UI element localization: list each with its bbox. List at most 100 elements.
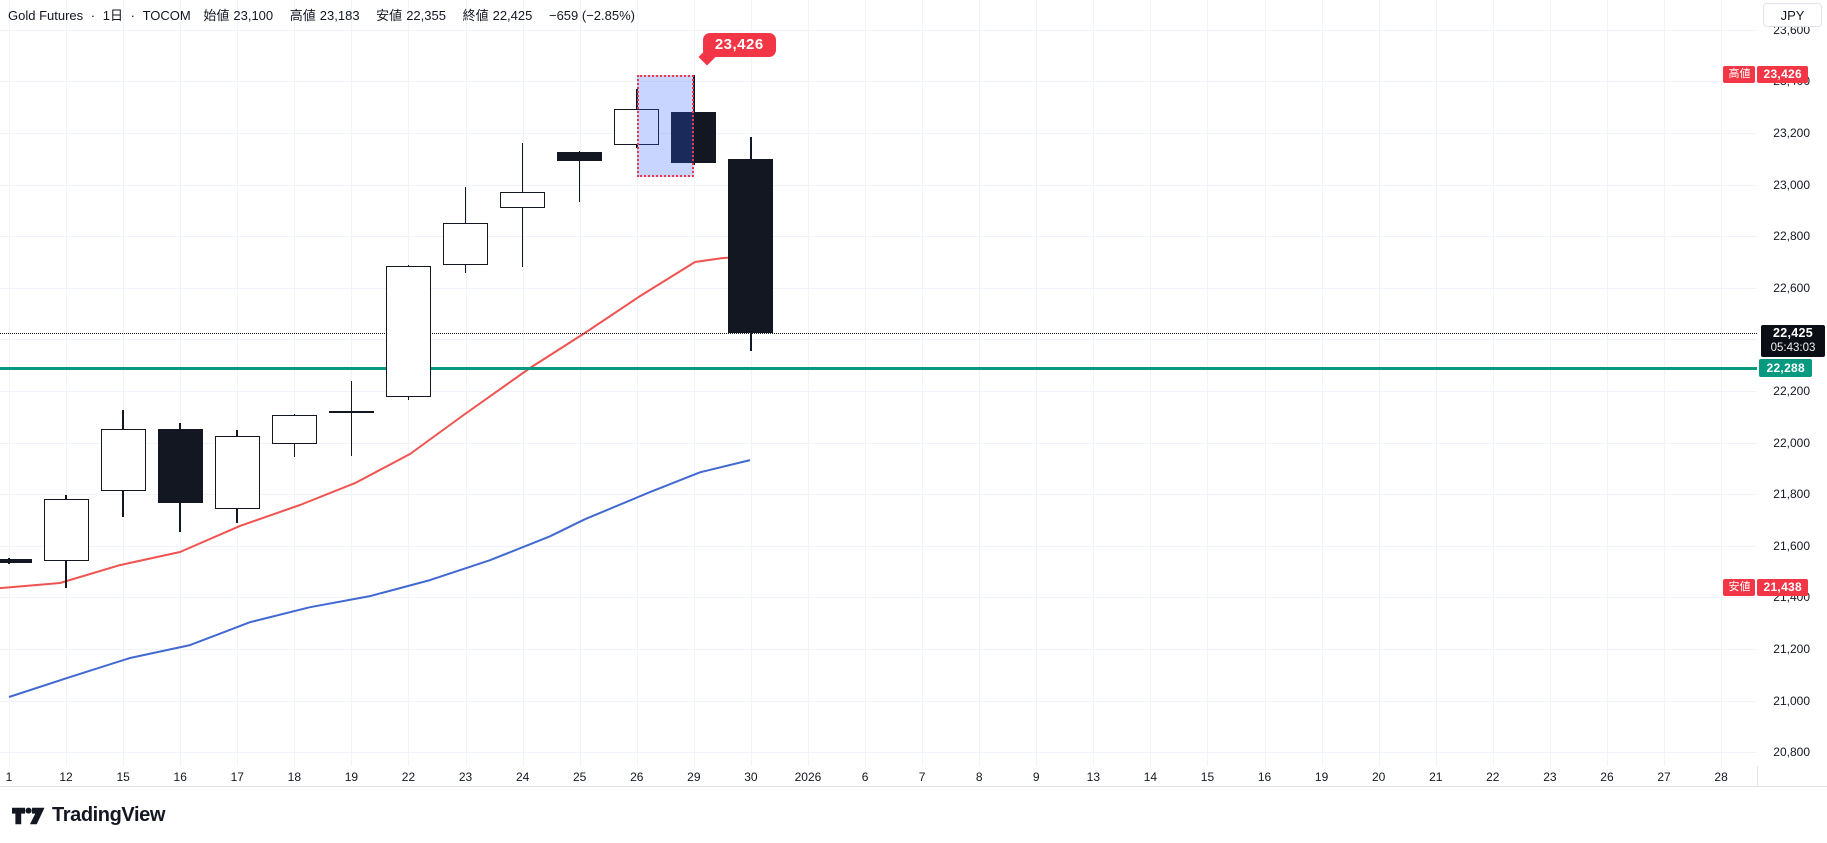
price-axis-tick: 21,200 [1773,642,1810,656]
time-axis-tick: 14 [1143,770,1158,784]
symbol-title[interactable]: Gold Futures [8,8,84,23]
candle-body [557,152,603,161]
time-axis-tick: 19 [1314,770,1329,784]
candle-body [328,411,374,414]
horizontal-gridline [0,339,1757,341]
price-axis-tick: 21,800 [1773,487,1810,502]
time-axis-tick: 18 [287,770,302,784]
price-axis[interactable]: 23,60023,40023,20023,00022,80022,60022,2… [1757,0,1827,766]
vertical-gridline [522,0,524,766]
period-high-chip-value: 23,426 [1757,66,1808,84]
horizontal-gridline [0,649,1757,650]
period-low-chip: 安値 21,438 [1723,579,1808,597]
vertical-gridline [180,0,182,766]
time-axis-tick: 9 [1032,770,1040,784]
ohlc-close: 終値 22,425 [462,8,533,23]
change-value: −659 (−2.85%) [548,8,635,23]
vertical-gridline [237,0,239,766]
vertical-gridline [636,0,638,766]
candle-body [0,559,32,564]
separator-dot: · [90,8,96,23]
candle-body [671,112,717,163]
vertical-gridline [1378,0,1380,766]
horizontal-gridline [0,133,1757,134]
exchange-label: TOCOM [142,8,191,23]
currency-unit-button[interactable]: JPY [1763,3,1822,27]
ohlc-high: 高値 23,183 [289,8,360,23]
interval-label[interactable]: 1日 [102,8,123,23]
candle-body [214,435,260,509]
tradingview-logo-icon [12,807,45,824]
last-price-dotted-line [0,332,1757,334]
candle-body [728,158,774,333]
time-axis-tick: 23 [458,770,473,784]
tradingview-logo[interactable]: TradingView [12,804,165,827]
time-axis-tick: 27 [1657,770,1671,784]
support-level-label: 22,288 [1759,359,1812,378]
vertical-gridline [979,0,981,766]
horizontal-gridline [0,700,1757,702]
ma-slow-line[interactable] [8,459,751,698]
time-axis-tick: 19 [344,770,359,784]
time-axis-tick: 21 [1429,770,1443,784]
horizontal-gridline [0,442,1757,444]
candle-wick [578,151,581,202]
vertical-gridline [922,0,924,766]
bar-countdown: 05:43:03 [1770,341,1816,354]
ma-fast-line[interactable] [0,255,753,590]
time-axis-tick: 15 [116,770,130,784]
vertical-gridline [1606,0,1608,766]
vertical-gridline [294,0,296,766]
time-axis-tick: 29 [687,770,701,784]
vertical-gridline [1321,0,1323,766]
time-axis-tick: 22 [401,770,416,784]
time-axis-tick: 26 [1600,770,1614,784]
time-axis-tick: 28 [1714,770,1728,784]
vertical-gridline [1549,0,1551,766]
horizontal-gridline [0,545,1757,547]
vertical-gridline [693,0,695,766]
vertical-gridline [579,0,581,766]
price-axis-tick: 23,000 [1773,177,1810,192]
horizontal-gridline [0,391,1757,392]
candle-body [385,266,431,397]
horizontal-gridline [0,287,1757,289]
candle-body [271,414,317,444]
price-axis-tick: 21,600 [1773,538,1810,553]
support-level-line[interactable] [0,367,1757,370]
time-axis-tick: 24 [515,770,530,784]
tradingview-logo-text: TradingView [52,804,166,826]
highlight-zone[interactable] [636,74,694,177]
time-axis-tick: 6 [861,770,869,784]
candle-wick [350,380,353,456]
vertical-gridline [123,0,125,766]
vertical-gridline [465,0,467,766]
time-axis-tick: 7 [918,770,926,784]
time-axis-tick: 15 [1200,770,1215,784]
time-axis[interactable]: 1 12 15 16 17 18 19 22 23 24 25 26 29 30 2026 6 7 8 9 13 14 1… [0,766,1757,786]
last-price-label: 22,425 05:43:03 [1761,324,1825,357]
price-axis-tick: 20,800 [1773,745,1810,760]
candle-body [500,192,546,209]
time-axis-tick: 8 [975,770,983,784]
candle-body [443,223,489,266]
horizontal-gridline [0,81,1757,83]
chart-plot-area[interactable] [0,0,1757,766]
vertical-gridline [1036,0,1038,766]
price-axis-tick: 22,000 [1773,435,1810,450]
time-axis-tick: 13 [1086,770,1101,784]
ohlc-open: 始値 23,100 [203,8,274,23]
vertical-gridline [1721,0,1723,766]
period-high-chip-label: 高値 [1723,66,1756,84]
candle-body [43,499,89,561]
vertical-gridline [1093,0,1095,766]
separator-dot: · [130,8,135,23]
period-low-chip-label: 安値 [1723,579,1756,597]
time-axis-tick: 2026 [794,770,822,784]
time-axis-tick: 16 [173,770,187,784]
time-axis-tick: 30 [744,770,758,784]
time-axis-tick: 1 [5,770,13,784]
period-low-chip-value: 21,438 [1757,579,1808,597]
widget-bottom-border [0,786,1827,787]
price-callout[interactable]: 23,426 [702,32,776,57]
